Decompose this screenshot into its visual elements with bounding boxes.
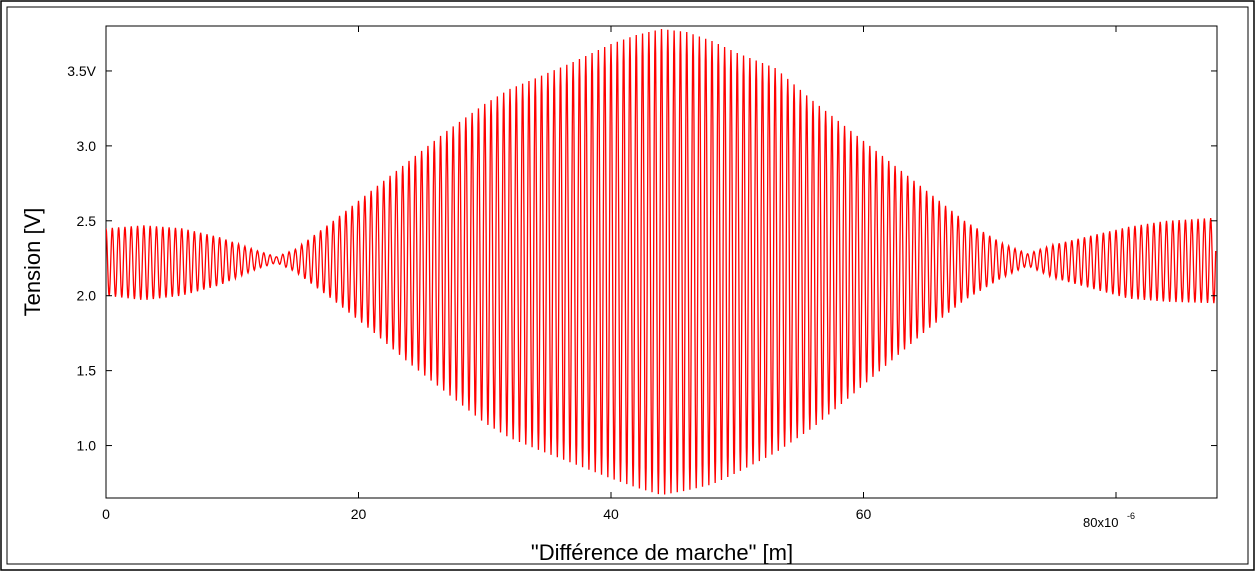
inner-border xyxy=(6,6,1249,565)
y-tick-label: 1.5 xyxy=(77,363,97,379)
series-line-tension xyxy=(106,28,1217,495)
x-tick-label: 20 xyxy=(351,506,367,522)
x-axis-title: "Différence de marche" [m] xyxy=(531,540,793,565)
y-tick-label: 3.0 xyxy=(77,138,97,154)
x-tick-label: 60 xyxy=(856,506,872,522)
plot-area xyxy=(105,25,1218,499)
y-tick-label: 2.5 xyxy=(77,213,97,229)
y-tick-label: 1.0 xyxy=(77,438,97,454)
x-multiplier-exponent: -6 xyxy=(1127,511,1135,521)
x-multiplier-label: 80x10 xyxy=(1083,515,1118,530)
y-tick-label: 3.5V xyxy=(67,63,96,79)
y-axis: 1.0 1.5 2.0 2.5 3.0 3.5V xyxy=(67,63,1217,454)
x-tick-label: 40 xyxy=(603,506,619,522)
x-tick-label: 0 xyxy=(102,506,110,522)
y-axis-title: Tension [V] xyxy=(20,208,45,317)
x-axis: 0 20 40 60 xyxy=(102,26,1117,522)
y-tick-label: 2.0 xyxy=(77,288,97,304)
